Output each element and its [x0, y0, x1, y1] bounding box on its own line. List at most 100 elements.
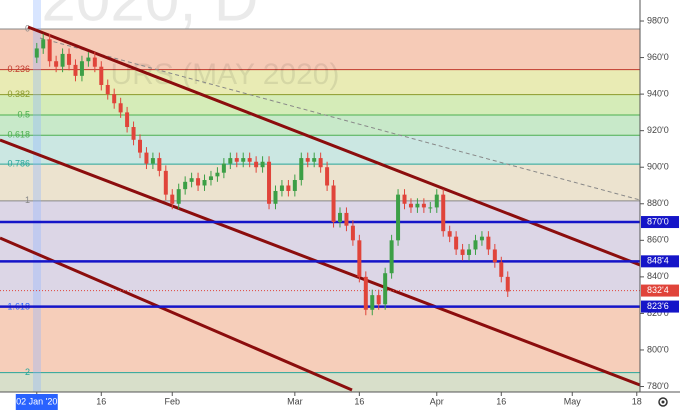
y-tick-label: 940'0	[647, 88, 669, 98]
candle-body	[486, 236, 491, 250]
candle-body	[370, 295, 375, 310]
channel-line	[27, 25, 641, 267]
x-tick-label: 16	[354, 396, 364, 406]
fib-label: 2	[25, 367, 30, 377]
fib-band	[0, 372, 640, 392]
fib-label: 0	[25, 23, 30, 33]
fib-label: 0.618	[7, 130, 30, 140]
level-tag	[641, 216, 679, 229]
candle-body	[467, 249, 472, 255]
settings-icon[interactable]	[658, 397, 668, 407]
candle-body	[163, 170, 168, 195]
candle-body	[228, 158, 233, 164]
candle-body	[479, 236, 484, 241]
y-tick-label: 900'0	[647, 162, 669, 172]
candle-body	[105, 84, 110, 95]
candle-body	[292, 180, 297, 191]
fib-band	[0, 94, 640, 115]
candle-body	[273, 190, 278, 204]
fib-band	[0, 29, 640, 70]
y-tick-label: 960'0	[647, 52, 669, 62]
candle-body	[208, 176, 213, 181]
candle-body	[183, 181, 188, 190]
level-tag	[641, 300, 679, 313]
candle-body	[60, 53, 65, 67]
candle-body	[241, 158, 246, 162]
y-tick-label: 780'0	[647, 381, 669, 391]
time-axis	[0, 392, 640, 412]
x-tick-label: Mar	[287, 396, 303, 406]
gear[interactable]	[658, 397, 668, 407]
watermark: 2020, D	[41, 0, 258, 34]
level-label: 870'0	[647, 216, 669, 226]
fib-band	[0, 164, 640, 201]
candle-body	[357, 240, 362, 277]
y-tick-label: 880'0	[647, 198, 669, 208]
candle-body	[196, 178, 201, 186]
candle-body	[67, 53, 72, 65]
x-tick-label: 18	[632, 396, 642, 406]
candle-body	[331, 185, 336, 223]
level-tag	[641, 255, 679, 268]
last-price-tag	[641, 284, 679, 297]
candle-body	[92, 57, 97, 67]
candle-body	[286, 185, 291, 191]
y-tick-label: 860'0	[647, 235, 669, 245]
candle-body	[118, 103, 123, 113]
y-tick-label: 840'0	[647, 271, 669, 281]
gear-center[interactable]	[661, 400, 665, 404]
x-tick-label: 16	[496, 396, 506, 406]
candle-body	[376, 295, 381, 305]
watermark-sub: URS (MAY 2020)	[111, 58, 340, 91]
candle-body	[421, 203, 426, 208]
x-tick-label: 02 Jan '20	[16, 396, 57, 406]
candle-body	[299, 158, 304, 181]
candle-body	[473, 240, 478, 250]
candle-body	[47, 39, 52, 62]
candle-body	[383, 273, 388, 305]
candle-body	[447, 231, 452, 237]
fib-label: 0.786	[7, 158, 30, 168]
candle-body	[279, 185, 284, 191]
candle-body	[131, 127, 136, 140]
level-label: 848'4	[647, 256, 669, 266]
level-label: 823'6	[647, 301, 669, 311]
candle-body	[428, 207, 433, 209]
price-axis	[640, 0, 680, 412]
candle-body	[254, 161, 259, 168]
candle-body	[363, 276, 368, 310]
y-tick-label: 920'0	[647, 125, 669, 135]
candle-body	[215, 172, 220, 177]
candle-body	[260, 161, 265, 168]
candle-body	[389, 240, 394, 274]
x-tick-label: 16	[96, 396, 106, 406]
candle-body	[325, 167, 330, 186]
candle-body	[441, 194, 446, 232]
candle-body	[396, 194, 401, 241]
candle-body	[54, 61, 59, 67]
candle-body	[79, 61, 84, 76]
candle-body	[338, 212, 342, 223]
y-tick-label: 800'0	[647, 344, 669, 354]
candle-body	[170, 194, 175, 204]
candle-body	[505, 276, 510, 292]
candle-body	[344, 212, 349, 226]
candle-body	[202, 180, 207, 186]
candle-body	[350, 225, 355, 241]
y-tick-label: 980'0	[647, 15, 669, 25]
candle-body	[221, 163, 226, 173]
candle-body	[189, 178, 194, 182]
candle-body	[247, 158, 252, 162]
candle-body	[112, 94, 117, 104]
candle-body	[157, 158, 162, 171]
candle-body	[86, 57, 91, 62]
candle-body	[402, 194, 407, 204]
candle-body	[99, 66, 104, 85]
x-tick-label: May	[564, 396, 582, 406]
dashed-trend-line	[39, 37, 641, 201]
candle-body	[312, 158, 317, 162]
fib-label: 0.236	[7, 64, 30, 74]
fib-band	[0, 307, 640, 373]
candle-body	[125, 112, 130, 128]
